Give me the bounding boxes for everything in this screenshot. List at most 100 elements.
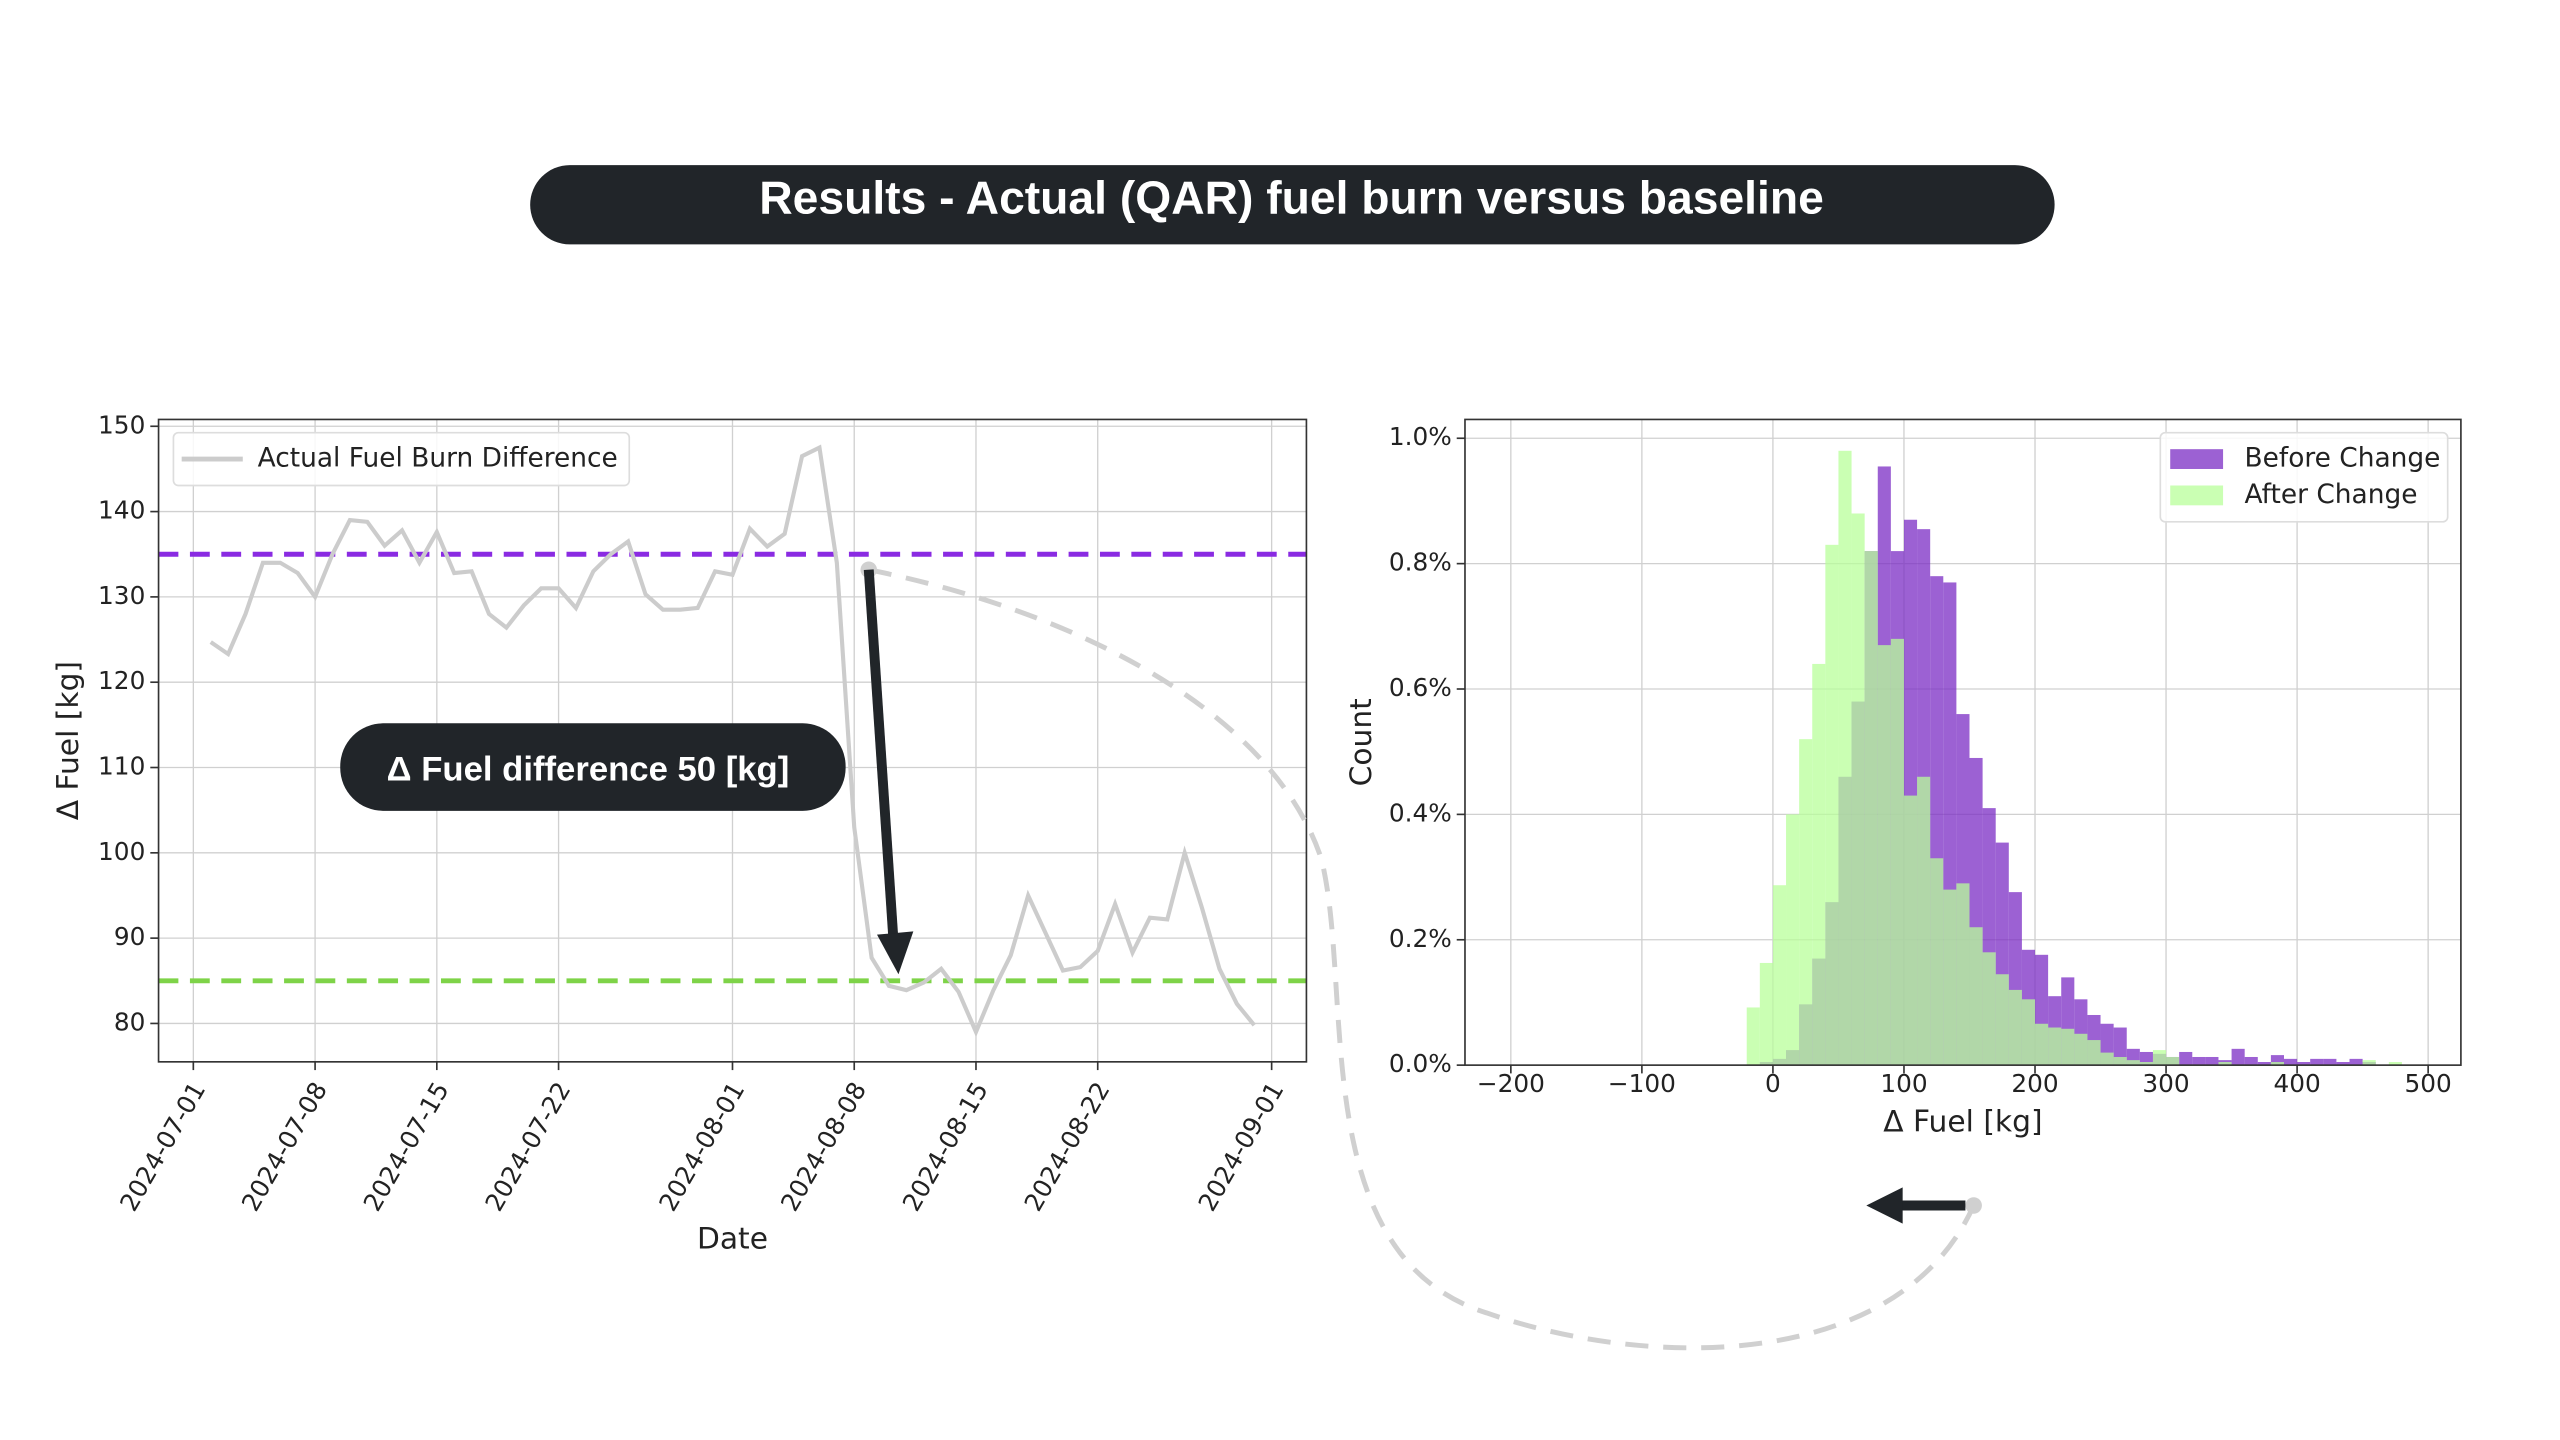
x-tick-label: 100 [1880, 1069, 1927, 1098]
hist-bar [1825, 544, 1839, 1066]
hist-bar [2388, 1062, 2402, 1066]
hist-bar [1864, 551, 1878, 1066]
legend-label: After Change [2245, 479, 2418, 510]
hist-bar [1956, 883, 1970, 1066]
hist-bar [2349, 1058, 2363, 1066]
hist-bar [2113, 1027, 2127, 1066]
hist-bar [2166, 1056, 2180, 1066]
x-tick-label: 2024-08-01 [653, 1077, 750, 1216]
hist-bar [1746, 1007, 1760, 1066]
y-tick-label: 1.0% [1389, 422, 1452, 451]
hist-bar [1851, 513, 1865, 1066]
x-tick-label: 2024-07-22 [479, 1077, 576, 1216]
hist-bar [2139, 1051, 2153, 1066]
legend-swatch [2170, 485, 2224, 506]
plot-frame [1464, 418, 2462, 1066]
x-tick-label: 200 [2011, 1069, 2058, 1098]
hist-bar [1917, 776, 1931, 1066]
x-tick-label: 2024-08-08 [775, 1077, 872, 1216]
connector-curve [868, 567, 1976, 1351]
hist-bar [2113, 1056, 2127, 1066]
y-tick-label: 90 [114, 922, 146, 951]
hist-bar [2152, 1050, 2167, 1066]
hist-bar [2021, 999, 2036, 1066]
hist-bar [2205, 1056, 2219, 1066]
slide-title: Results - Actual (QAR) fuel burn versus … [759, 172, 1824, 224]
hist-bar [2061, 1028, 2075, 1066]
x-tick-label: 2024-07-01 [114, 1077, 211, 1216]
annotation-pill [340, 723, 846, 811]
y-tick-label: 0.2% [1389, 924, 1452, 953]
y-tick-label: 140 [98, 496, 145, 525]
x-tick-label: −100 [1608, 1069, 1676, 1098]
legend-swatch [2170, 449, 2224, 469]
hist-bar [1903, 795, 1918, 1066]
y-axis-label: Count [1344, 698, 1379, 786]
drop-arrowhead [877, 931, 914, 975]
hist-bar [2362, 1060, 2376, 1066]
y-tick-label: 120 [98, 666, 145, 695]
hist-bar [1969, 927, 1983, 1066]
charts: 80 90 100 110 120 130 140 150 2024-07-01 2024-07-… [51, 410, 2462, 1257]
hist-bar [1995, 974, 2009, 1066]
hist-bar [2139, 1062, 2153, 1066]
hist-bar [2257, 1062, 2271, 1066]
y-tick-label: 0.0% [1389, 1049, 1452, 1078]
hist-bar [2270, 1055, 2284, 1066]
legend-label: Before Change [2245, 443, 2441, 474]
hist-bar [2008, 989, 2022, 1066]
hist-bar [1890, 638, 1904, 1066]
x-tick-label: 300 [2142, 1069, 2189, 1098]
hist-bar [2310, 1058, 2324, 1066]
hist-bar [2336, 1062, 2350, 1066]
data-line [209, 444, 1256, 1038]
hist-bar [2297, 1062, 2311, 1066]
hist-bar [2283, 1058, 2298, 1066]
x-axis-label: Δ Fuel [kg] [1883, 1104, 2042, 1139]
x-tick-label: 2024-08-15 [897, 1077, 994, 1216]
hist-bar [2087, 1040, 2101, 1066]
hist-bar [2048, 1027, 2062, 1066]
y-axis-label: Δ Fuel [kg] [51, 661, 86, 820]
y-tick-label: 100 [98, 837, 145, 866]
x-tick-label: 500 [2405, 1069, 2452, 1098]
plot-frame [157, 418, 1308, 1063]
y-tick-label: 0.6% [1389, 673, 1452, 702]
x-axis-label: Date [697, 1222, 768, 1257]
hist-bar [2244, 1056, 2258, 1066]
y-tick-label: 0.4% [1389, 798, 1452, 827]
y-tick-label: 110 [98, 752, 145, 781]
x-tick-label: 2024-08-22 [1018, 1077, 1115, 1216]
hist-bar [2270, 1062, 2284, 1066]
x-tick-label: 2024-09-01 [1192, 1077, 1289, 1216]
legend-box [2159, 431, 2449, 523]
connector-dot [1965, 1197, 1982, 1214]
title-pill [530, 165, 2055, 245]
hist-bar [1812, 663, 1826, 1066]
hist-bar [1943, 889, 1957, 1066]
y-tick-label: 80 [114, 1007, 146, 1036]
legend-box [172, 431, 631, 487]
hist-bar [2231, 1048, 2245, 1066]
hist-bar [1799, 739, 1813, 1066]
hist-bar [1877, 645, 1891, 1066]
y-tick-label: 150 [98, 410, 145, 439]
x-tick-label: 400 [2273, 1069, 2320, 1098]
drop-arrow [863, 569, 899, 942]
hist-bar [1838, 450, 1852, 1066]
hist-bar [1759, 962, 1773, 1066]
y-tick-label: 130 [98, 581, 145, 610]
y-tick-label: 0.8% [1389, 548, 1452, 577]
x-tick-label: 2024-07-15 [358, 1077, 455, 1216]
hist-bar [2074, 1033, 2088, 1066]
x-tick-label: 0 [1765, 1069, 1781, 1098]
hist-bar [1772, 885, 1787, 1066]
hist-bar [2035, 1023, 2049, 1066]
hist-bar [1982, 952, 1996, 1066]
hist-bar [2192, 1056, 2206, 1066]
hist-bar [2126, 1060, 2140, 1066]
legend-label: Actual Fuel Burn Difference [258, 443, 618, 474]
hist-bar [2179, 1051, 2193, 1066]
link-arrowhead [1866, 1187, 1903, 1224]
